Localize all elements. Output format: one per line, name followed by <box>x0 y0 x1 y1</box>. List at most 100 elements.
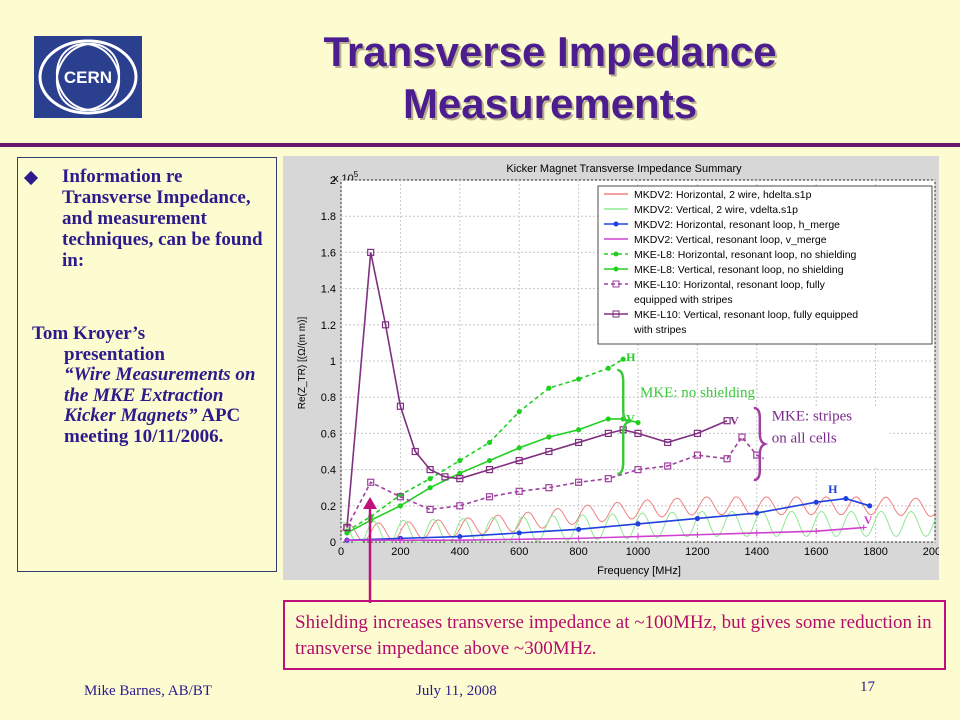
reference-paragraph: Tom Kroyer’s presentation “Wire Measurem… <box>32 323 270 447</box>
annotation-stripes: MKE: stripes on all cells <box>772 409 853 447</box>
data-point <box>546 385 552 391</box>
brace-stripes <box>753 406 769 482</box>
data-point <box>396 402 405 410</box>
title-divider <box>0 143 960 147</box>
data-point <box>576 376 582 382</box>
series-line-0 <box>340 496 936 542</box>
data-point <box>693 451 701 459</box>
text-box <box>17 157 277 572</box>
reference-rest: APC meeting 10/11/2006. <box>64 405 241 447</box>
data-point <box>457 470 463 476</box>
data-point <box>605 365 611 371</box>
data-point <box>635 533 641 540</box>
data-point <box>664 462 672 470</box>
series-line-3 <box>346 526 864 541</box>
data-point <box>694 531 701 538</box>
series-tag-label: H <box>828 482 838 496</box>
cern-logo-text: CERN <box>64 68 112 87</box>
legend-label: MKE-L8: Horizontal, resonant loop, no sh… <box>634 249 857 261</box>
data-point <box>753 529 760 536</box>
series-tag-label: V <box>864 513 873 527</box>
y-tick-label: 0.4 <box>321 465 336 477</box>
series-tag-label: V <box>626 412 635 426</box>
data-point <box>427 485 433 491</box>
data-point <box>575 478 583 486</box>
data-point <box>754 510 760 516</box>
y-tick-label: 1 <box>330 356 336 368</box>
legend-marker <box>613 251 619 257</box>
data-point <box>843 495 849 502</box>
x-tick-label: 400 <box>451 546 469 558</box>
legend-label: MKE-L8: Vertical, resonant loop, no shie… <box>634 264 844 276</box>
data-point <box>456 537 463 544</box>
data-point <box>516 536 523 543</box>
series-tag-label: V <box>730 413 739 427</box>
data-point <box>486 439 493 446</box>
data-point <box>575 438 583 447</box>
reference-work-title: “Wire Measurements on the MKE Extraction… <box>64 364 256 426</box>
x-tick-label: 0 <box>338 546 344 558</box>
x-tick-label: 200 <box>391 546 409 558</box>
data-point <box>664 438 672 447</box>
data-point <box>605 416 611 422</box>
data-point <box>343 523 351 532</box>
series-line-7 <box>346 252 728 528</box>
chart-legend: MKDV2: Horizontal, 2 wire, hdelta.s1p MKD… <box>597 185 933 345</box>
y-tick-label: 0.6 <box>321 428 336 440</box>
y-tick-label: 0.8 <box>321 392 336 404</box>
x-tick-label: 1400 <box>745 546 769 558</box>
y-tick-label: 0.2 <box>321 501 336 513</box>
data-point <box>634 429 642 437</box>
data-point <box>381 321 390 329</box>
data-point <box>604 429 612 437</box>
x-axis-label: Frequency [MHz] <box>597 565 681 577</box>
data-point <box>635 419 641 426</box>
impedance-chart: Kicker Magnet Transverse Impedance Summa… <box>297 163 939 577</box>
chart-title: Kicker Magnet Transverse Impedance Summa… <box>506 163 742 175</box>
data-point <box>693 429 701 437</box>
legend-box <box>597 185 933 345</box>
data-point <box>516 530 522 536</box>
legend-label: MKDV2: Vertical, 2 wire, vdelta.s1p <box>634 204 798 216</box>
data-point <box>397 537 404 544</box>
data-point <box>396 493 405 501</box>
data-point <box>485 466 494 474</box>
legend-marker <box>613 221 619 227</box>
data-point <box>576 526 582 532</box>
data-point <box>411 447 419 456</box>
series-tag-label: H <box>626 350 636 364</box>
y-tick-label: 2 <box>330 175 336 187</box>
data-point <box>456 475 464 483</box>
data-point <box>860 524 867 531</box>
data-point <box>813 499 819 505</box>
legend-marker <box>612 310 620 318</box>
legend-label: MKE-L10: Vertical, resonant loop, fully … <box>633 309 858 336</box>
reference-author: Tom Kroyer’s <box>32 323 146 344</box>
data-point <box>575 535 582 542</box>
data-point <box>516 409 522 415</box>
data-point <box>694 515 700 522</box>
x-tick-label: 1800 <box>863 546 887 558</box>
footer-author: Mike Barnes, AB/BT <box>84 683 212 699</box>
data-point <box>441 473 449 481</box>
legend-marker <box>612 280 620 288</box>
data-point <box>486 457 493 464</box>
data-point <box>516 445 522 451</box>
info-bullet: Information re Transverse Impedance, and… <box>62 166 263 271</box>
callout-arrow <box>363 497 377 603</box>
annotation-stripes-bg <box>763 406 890 467</box>
annotation-no-shielding: MKE: no shielding <box>640 385 755 401</box>
data-point <box>723 455 731 463</box>
data-point <box>546 434 552 440</box>
data-point <box>457 457 463 464</box>
data-point <box>723 417 731 425</box>
y-multiplier-exp: 5 <box>354 170 359 179</box>
reference-line2: presentation <box>64 343 165 365</box>
y-tick-label: 1.4 <box>321 284 336 296</box>
y-tick-label: 1.6 <box>321 247 336 259</box>
slide-title: Transverse Impedance Measurements <box>323 28 777 127</box>
legend-label: MKE-L10: Horizontal, resonant loop, full… <box>634 279 826 306</box>
callout-box: Shielding increases transverse impedance… <box>283 600 946 670</box>
x-tick-label: 600 <box>510 546 528 558</box>
